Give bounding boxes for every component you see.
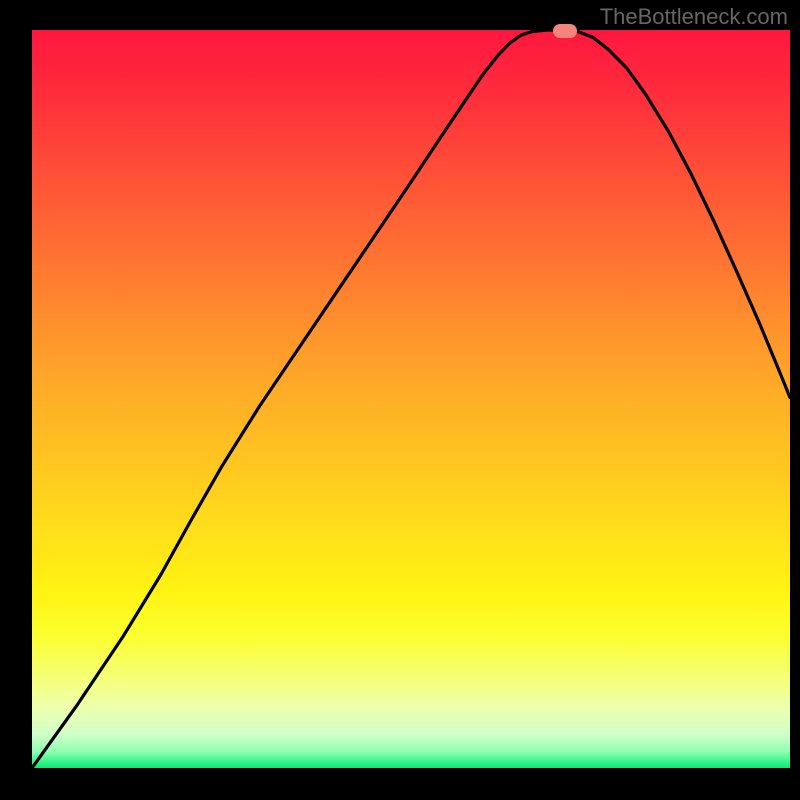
bottleneck-curve: [32, 30, 790, 768]
optimal-point-marker: [553, 24, 577, 38]
watermark-text: TheBottleneck.com: [600, 4, 788, 30]
bottleneck-chart: TheBottleneck.com: [0, 0, 800, 800]
plot-area: [32, 30, 790, 768]
curve-path: [32, 30, 790, 768]
